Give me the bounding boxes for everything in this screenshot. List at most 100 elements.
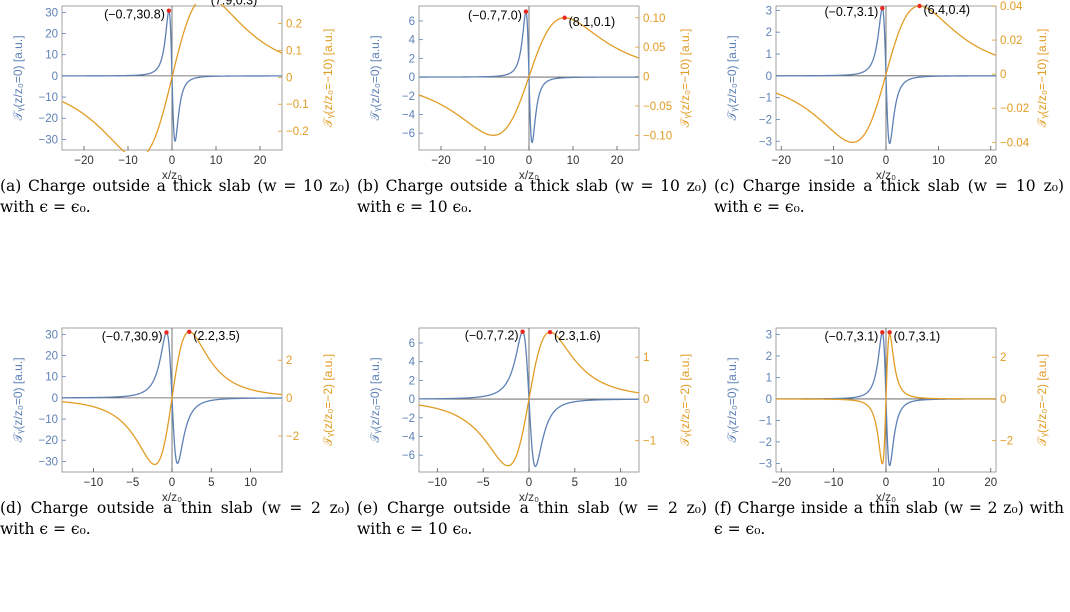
- x-tick-label: 20: [611, 155, 624, 167]
- peak-annotation: (8.1,0.1): [569, 15, 616, 29]
- y-right-tick-label: 0.05: [643, 42, 665, 54]
- chart-panel-e: −10 −5 0 5 10 −6 −4 −2 0 2 4 6 −1 0 1 x/z₀ 𝒯ᵧ(z/z₀=0) [a…: [357, 322, 713, 612]
- y-left-tick-label: −1: [759, 415, 772, 427]
- y-right-tick-label: −0.10: [643, 130, 672, 142]
- y-right-tick-label: −2: [1000, 436, 1013, 448]
- peak-annotation: (2.3,1.6): [554, 329, 601, 343]
- peak-marker: [880, 5, 885, 11]
- y-left-tick-label: 0: [409, 394, 415, 406]
- chart-svg-c: −20 −10 0 10 20−3−2−10123−0.04−0.0200.020.04…: [725, 1, 1049, 182]
- x-axis-label: x/z₀: [876, 168, 896, 182]
- y-right-axis-label: 𝒯ᵧ(z/z₀=−2) [a.u.]: [1035, 354, 1049, 446]
- peak-annotation: (−0.7,30.8): [104, 8, 165, 22]
- y-left-tick-label: 30: [45, 7, 58, 19]
- chart-panel-b: −20 −10 0 10 20 −6 −4 −2 0 2 4 6 −0.10 −0.05 0 0.05 0.10…: [357, 0, 713, 290]
- y-left-axis-label: 𝒯ᵧ(z/z₀=0) [a.u.]: [11, 357, 25, 442]
- x-axis-label: x/z₀: [876, 490, 896, 504]
- y-right-axis-label: 𝒯ᵧ(z/z₀=−10) [a.u.]: [1035, 29, 1049, 128]
- series-line-orange: [776, 5, 996, 143]
- y-right-axis-label: 𝒯ᵧ(z/z₀=−2) [a.u.]: [321, 354, 335, 446]
- y-right-tick-label: 0.1: [286, 45, 302, 57]
- y-left-tick-label: 20: [45, 29, 58, 41]
- x-tick-label: 20: [254, 155, 267, 167]
- caption-a: (a) Charge outside a thick slab (w = 10 …: [0, 177, 350, 216]
- peak-annotation: (−0.7,3.1): [824, 329, 878, 343]
- x-tick-label: −10: [824, 155, 844, 167]
- x-tick-label: −20: [431, 155, 451, 167]
- x-axis-label: x/z₀: [162, 168, 182, 182]
- caption-f: (f) Charge inside a thin slab (w = 2 z₀)…: [714, 499, 1064, 538]
- y-right-axis-label: 𝒯ᵧ(z/z₀=−2) [a.u.]: [678, 354, 692, 446]
- y-left-tick-label: −3: [759, 458, 772, 470]
- x-tick-label: 0: [883, 155, 889, 167]
- y-left-tick-label: 0: [766, 71, 772, 83]
- caption-b: (b) Charge outside a thick slab (w = 10 …: [357, 177, 707, 216]
- x-tick-label: 20: [984, 155, 997, 167]
- y-left-tick-label: −2: [759, 437, 772, 449]
- y-left-tick-label: −6: [402, 450, 415, 462]
- x-tick-label: −10: [118, 155, 138, 167]
- chart-panel-d: −10 −5 0 5 10 −30 −20 −10 0 10 20 30 −2 0 2 x/z₀ 𝒯ᵧ(z/z₀…: [0, 322, 356, 612]
- y-right-tick-label: 0: [643, 394, 649, 406]
- x-tick-label: −10: [428, 477, 448, 489]
- y-right-tick-label: −0.04: [1000, 137, 1030, 149]
- y-left-tick-label: −30: [38, 134, 58, 146]
- series-line-orange: [419, 331, 639, 467]
- y-left-tick-label: −1: [759, 93, 772, 105]
- y-left-tick-label: 6: [409, 338, 415, 350]
- x-tick-label: 10: [210, 155, 223, 167]
- series-line-orange: [62, 331, 282, 466]
- y-left-tick-label: −2: [402, 413, 415, 425]
- series-line-orange: [776, 333, 996, 465]
- y-left-tick-label: 4: [409, 35, 416, 47]
- series-line-orange: [419, 17, 639, 136]
- y-left-tick-label: 1: [766, 372, 772, 384]
- x-tick-label: −10: [84, 477, 104, 489]
- peak-annotation: (−0.7,7.2): [465, 329, 519, 343]
- y-right-tick-label: 0: [286, 72, 292, 84]
- y-right-tick-label: −1: [643, 436, 656, 448]
- y-left-tick-label: −4: [402, 109, 416, 121]
- y-right-tick-label: −0.2: [286, 126, 309, 138]
- peak-marker: [562, 15, 567, 20]
- y-left-tick-label: 2: [409, 375, 415, 387]
- y-right-tick-label: 0.2: [286, 18, 302, 30]
- peak-marker: [547, 329, 553, 335]
- y-right-tick-label: −2: [286, 431, 299, 443]
- y-left-tick-label: 0: [409, 72, 415, 84]
- x-axis-label: x/z₀: [519, 490, 539, 504]
- y-right-tick-label: 0: [643, 72, 649, 84]
- y-left-tick-label: 2: [766, 27, 772, 39]
- x-tick-label: 0: [169, 155, 175, 167]
- y-right-tick-label: 0.04: [1000, 1, 1023, 13]
- chart-svg-f: −20 −10 0 10 20−3−2−10123−202x/z₀𝒯ᵧ(z/z₀=0) …: [725, 327, 1049, 504]
- y-right-tick-label: 0: [286, 393, 292, 405]
- chart-panel-c: −20 −10 0 10 20 −3 −2 −1 0 1 2 3 −0.04 −0.02 0 0.02 0.04…: [714, 0, 1070, 290]
- y-left-tick-label: 30: [45, 329, 58, 341]
- peak-marker: [164, 330, 169, 335]
- y-right-tick-label: 1: [643, 352, 649, 364]
- y-right-tick-label: 2: [1000, 352, 1006, 364]
- peak-marker: [880, 330, 885, 335]
- x-axis-label: x/z₀: [162, 490, 182, 504]
- y-left-tick-label: 0: [52, 71, 58, 83]
- y-left-tick-label: −2: [759, 114, 772, 126]
- x-tick-label: 5: [208, 477, 214, 489]
- x-tick-label: 10: [932, 477, 945, 489]
- y-left-tick-label: 0: [766, 394, 772, 406]
- y-left-tick-label: 2: [766, 351, 772, 363]
- x-tick-label: 10: [614, 477, 627, 489]
- x-tick-label: −20: [74, 155, 94, 167]
- y-left-tick-label: 0: [52, 393, 58, 405]
- y-left-tick-label: 4: [409, 357, 416, 369]
- y-right-axis-label: 𝒯ᵧ(z/z₀=−10) [a.u.]: [321, 29, 335, 128]
- caption-d: (d) Charge outside a thin slab (w = 2 z₀…: [0, 499, 350, 538]
- x-tick-label: 0: [526, 155, 532, 167]
- y-left-axis-label: 𝒯ᵧ(z/z₀=0) [a.u.]: [368, 357, 382, 442]
- y-left-tick-label: −3: [759, 136, 772, 148]
- x-tick-label: 10: [567, 155, 580, 167]
- y-right-tick-label: 2: [286, 355, 292, 367]
- y-left-tick-label: −10: [38, 92, 58, 104]
- x-tick-label: 0: [883, 477, 889, 489]
